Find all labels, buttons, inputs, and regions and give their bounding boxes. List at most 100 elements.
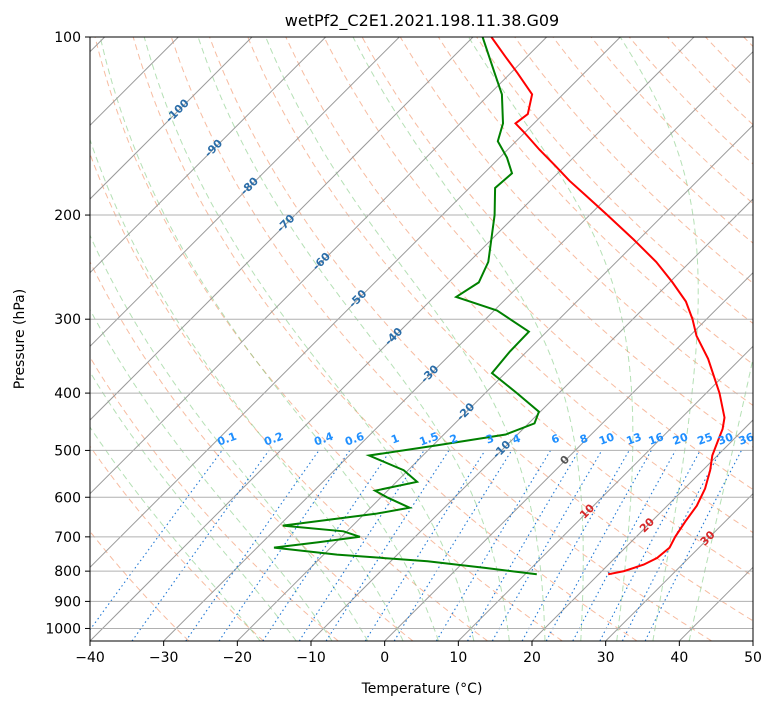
- mixing-ratio-line: [521, 450, 630, 641]
- mixing-ratio-line: [262, 450, 391, 641]
- isotherm-line: [90, 37, 327, 274]
- x-tick-label: −30: [149, 650, 179, 666]
- isotherm-line: [310, 198, 753, 641]
- dry-adiabat: [476, 37, 753, 325]
- mixing-ratio-label: 30: [716, 430, 735, 448]
- mixing-ratio-line: [644, 450, 742, 641]
- moist-adiabat: [265, 37, 546, 641]
- dry-adiabat: [170, 37, 712, 641]
- dry-adiabat: [209, 37, 753, 622]
- moist-adiabat: [90, 138, 404, 641]
- mixing-ratio-label: 0.4: [312, 430, 335, 449]
- y-tick-label: 200: [54, 208, 81, 224]
- x-tick-label: −20: [223, 650, 253, 666]
- mixing-ratio-label: 0.2: [262, 430, 285, 449]
- y-tick-label: 900: [54, 594, 81, 610]
- isotherm-line: [90, 37, 253, 200]
- dry-adiabat: [94, 37, 563, 641]
- x-axis-label: Temperature (°C): [361, 681, 483, 697]
- dry-adiabat: [90, 356, 339, 641]
- plot-frame: [89, 36, 754, 642]
- x-tick-label: −40: [75, 650, 105, 666]
- moist-adiabat: [619, 37, 699, 641]
- mixing-ratio-label: 36: [737, 430, 756, 448]
- moist-adiabat: [352, 37, 584, 641]
- moist-adiabat: [90, 426, 261, 641]
- moist-adiabat: [99, 37, 439, 641]
- mixing-ratio-line: [298, 450, 425, 641]
- dry-adiabat: [667, 37, 753, 126]
- mixing-ratio-line: [131, 450, 270, 641]
- x-axis: −40 −30 −20 −10 0 10 20 30 40 50: [75, 641, 762, 666]
- y-tick-label: 1000: [45, 621, 81, 637]
- dry-adiabat: [323, 37, 753, 491]
- mixing-ratio-line: [364, 450, 486, 641]
- isotherm-line: [90, 37, 695, 641]
- dewpoint-line: [273, 37, 541, 576]
- moist-adiabat: [688, 355, 753, 641]
- isotherm-line: [678, 566, 753, 641]
- mixing-ratio-label: 20: [671, 430, 690, 448]
- x-tick-label: 0: [380, 650, 389, 666]
- isotherm-line: [384, 271, 753, 641]
- moist-adiabat: [468, 37, 634, 641]
- isotherm-line: [90, 37, 474, 421]
- isotherm-line: [605, 492, 753, 641]
- mixing-ratio-label: 13: [625, 430, 644, 447]
- mixing-ratio-line: [467, 450, 580, 641]
- isotherm-label: 10: [577, 501, 597, 521]
- mixing-ratio-line: [545, 450, 652, 641]
- mixing-ratio-label: 10: [597, 430, 616, 448]
- dry-adiabat: [247, 37, 753, 577]
- mixing-ratio-line: [325, 450, 450, 641]
- dry-adiabat: [743, 37, 753, 48]
- moist-adiabat: [197, 37, 510, 641]
- x-tick-label: −10: [296, 650, 326, 666]
- moist-adiabat: [143, 37, 475, 641]
- mixing-ratio-line: [572, 450, 676, 641]
- temperature-line: [490, 37, 726, 576]
- mixing-ratio-label: 4: [511, 432, 523, 447]
- sounding-series: [273, 37, 726, 576]
- x-tick-label: 20: [523, 650, 541, 666]
- mixing-ratio-label: 1.5: [418, 430, 441, 449]
- isotherm-line: [531, 419, 753, 641]
- mixing-ratio-label: 25: [696, 430, 715, 447]
- dry-adiabat: [90, 260, 414, 641]
- dry-adiabat: [132, 37, 638, 641]
- dry-adiabat: [90, 152, 488, 641]
- pressure-grid: [90, 37, 753, 629]
- mixing-ratio-line: [185, 450, 320, 641]
- y-tick-label: 700: [54, 530, 81, 546]
- y-tick-label: 400: [54, 386, 81, 402]
- y-tick-label: 600: [54, 490, 81, 506]
- isotherm-line: [457, 345, 753, 641]
- y-tick-label: 500: [54, 443, 81, 459]
- chart-title: wetPf2_C2E1.2021.198.11.38.G09: [285, 11, 559, 31]
- dry-adiabat: [285, 37, 753, 534]
- dry-adiabat: [514, 37, 753, 284]
- mixing-ratio-label: 8: [578, 432, 590, 447]
- mixing-ratio-label: 6: [550, 432, 562, 447]
- mixing-ratio-label: 2: [448, 432, 460, 447]
- background-reference-lines: [90, 37, 753, 641]
- moist-adiabat: [90, 371, 297, 641]
- x-tick-label: 10: [449, 650, 467, 666]
- x-tick-label: 40: [670, 650, 688, 666]
- moist-adiabat: [90, 308, 333, 641]
- mixing-ratio-label: 16: [647, 430, 666, 448]
- isotherm-line: [90, 37, 548, 495]
- y-axis-label: Pressure (hPa): [12, 289, 28, 389]
- mixing-ratio-label: 1: [389, 432, 401, 447]
- isotherm-line: [163, 50, 753, 641]
- x-tick-label: 50: [744, 650, 762, 666]
- dry-adiabat: [552, 37, 753, 244]
- isotherm-line: [90, 37, 621, 569]
- mixing-ratio-line: [435, 450, 552, 641]
- mixing-ratio-label: 0.6: [343, 430, 366, 449]
- y-axis: 100 200 300 400 500 600 700 800 900 1000: [45, 30, 90, 637]
- moist-adiabat: [90, 234, 369, 641]
- isotherm-label: 40: [759, 541, 775, 561]
- mixing-ratio-label: 0.1: [216, 430, 239, 449]
